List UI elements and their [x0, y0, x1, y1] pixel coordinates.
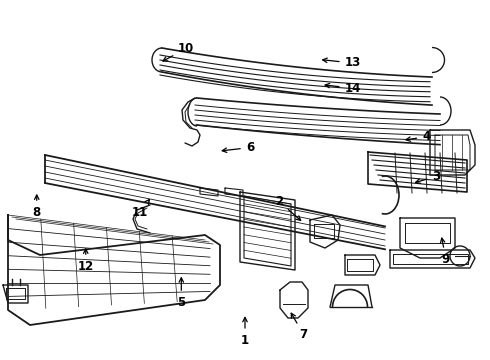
Text: 7: 7 — [291, 313, 308, 341]
Text: 11: 11 — [131, 199, 149, 219]
Text: 14: 14 — [325, 82, 361, 95]
Text: 3: 3 — [416, 170, 440, 183]
Text: 10: 10 — [163, 42, 195, 61]
Text: 8: 8 — [33, 195, 41, 219]
Text: 4: 4 — [406, 130, 430, 143]
Text: 6: 6 — [222, 141, 254, 154]
Text: 12: 12 — [77, 249, 94, 273]
Text: 9: 9 — [441, 238, 450, 266]
Text: 13: 13 — [322, 57, 361, 69]
Text: 1: 1 — [241, 318, 249, 347]
Text: 5: 5 — [177, 278, 185, 309]
Text: 2: 2 — [275, 195, 301, 220]
